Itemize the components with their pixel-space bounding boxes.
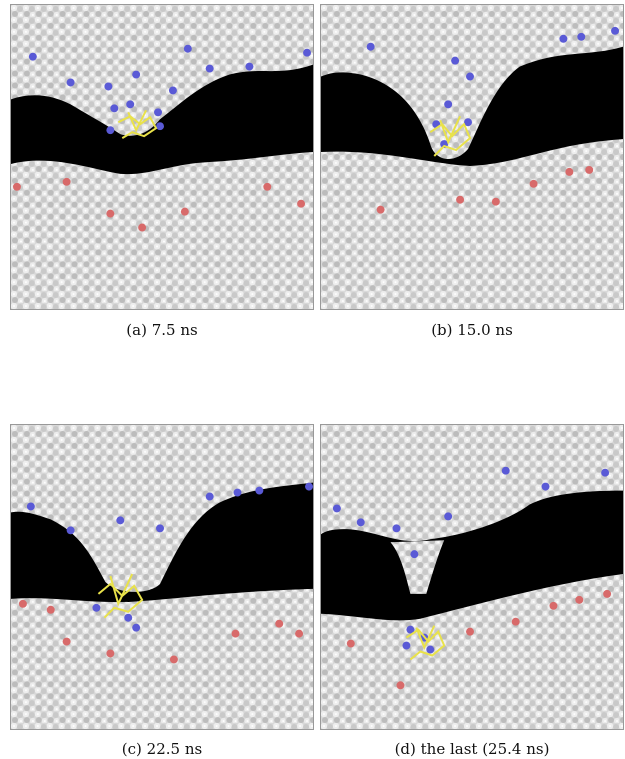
caption-d: (d) the last (25.4 ns) xyxy=(394,740,550,758)
caption-c: (c) 22.5 ns xyxy=(121,740,203,758)
simulation-snapshot-d xyxy=(321,425,623,729)
panel-a-image xyxy=(10,4,314,310)
red-beads xyxy=(12,177,306,232)
panel-d-image xyxy=(320,424,624,730)
caption-b: (b) 15.0 ns xyxy=(431,321,513,339)
caption-a: (a) 7.5 ns xyxy=(126,321,198,339)
lower-membrane xyxy=(11,152,313,309)
simulation-snapshot-b xyxy=(321,5,623,309)
panel-b-image xyxy=(320,4,624,310)
peptide xyxy=(117,109,158,139)
simulation-snapshot-c xyxy=(11,425,313,729)
simulation-snapshot-a xyxy=(11,5,313,309)
upper-membrane xyxy=(11,5,313,136)
panel-c-image xyxy=(10,424,314,730)
blue-beads xyxy=(28,44,312,135)
